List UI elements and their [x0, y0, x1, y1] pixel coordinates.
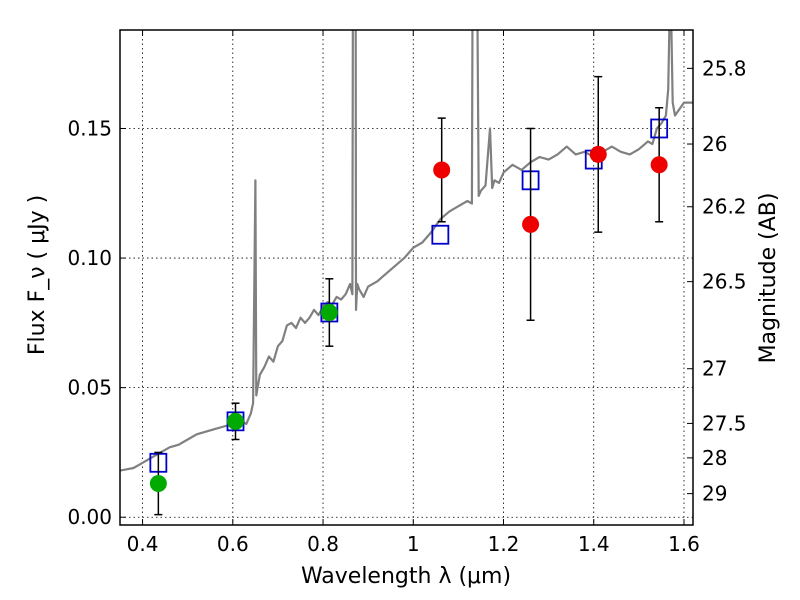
right-tick-label: 26.2 — [702, 195, 747, 219]
x-tick-label: 0.8 — [307, 532, 339, 556]
data-point — [149, 475, 167, 493]
markers — [149, 75, 669, 516]
data-point — [227, 412, 245, 430]
plot-frame — [119, 29, 694, 526]
y-tick-label: 0.15 — [67, 116, 112, 140]
x-tick-label: 1.4 — [578, 532, 610, 556]
plot-area — [120, 30, 693, 472]
x-tick-label: 1 — [407, 532, 420, 556]
right-tick-label: 25.8 — [702, 56, 747, 80]
y-axis-label: Flux F_ν ( μJy ) — [25, 195, 50, 355]
right-tick-label: 28 — [702, 446, 727, 470]
right-tick-label: 29 — [702, 482, 727, 506]
right-tick-label: 27 — [702, 357, 727, 381]
data-point — [320, 303, 338, 321]
data-point — [589, 145, 607, 163]
data-point — [433, 161, 451, 179]
x-axis-label: Wavelength λ (μm) — [301, 564, 511, 589]
y-tick-label: 0.05 — [67, 376, 112, 400]
model-photometry-square — [431, 224, 450, 245]
grid — [120, 30, 693, 525]
y-axis-label-right: Magnitude (AB) — [756, 193, 781, 364]
x-tick-label: 0.6 — [217, 532, 249, 556]
y-tick-label: 0.10 — [67, 246, 112, 270]
spectrum-line — [120, 30, 693, 472]
data-point — [522, 215, 540, 233]
right-tick-label: 27.5 — [702, 411, 747, 435]
right-tick-label: 26.5 — [702, 270, 747, 294]
data-point — [650, 156, 668, 174]
right-tick-label: 26 — [702, 132, 727, 156]
x-tick-label: 1.6 — [668, 532, 700, 556]
y-tick-label: 0.00 — [67, 505, 112, 529]
x-tick-label: 0.4 — [127, 532, 159, 556]
x-tick-label: 1.2 — [488, 532, 520, 556]
axes: 0.4 0.6 0.8 1 1.2 1.4 1.6 0.00 0.05 0.10 0.15 25.8 2… — [67, 30, 747, 556]
